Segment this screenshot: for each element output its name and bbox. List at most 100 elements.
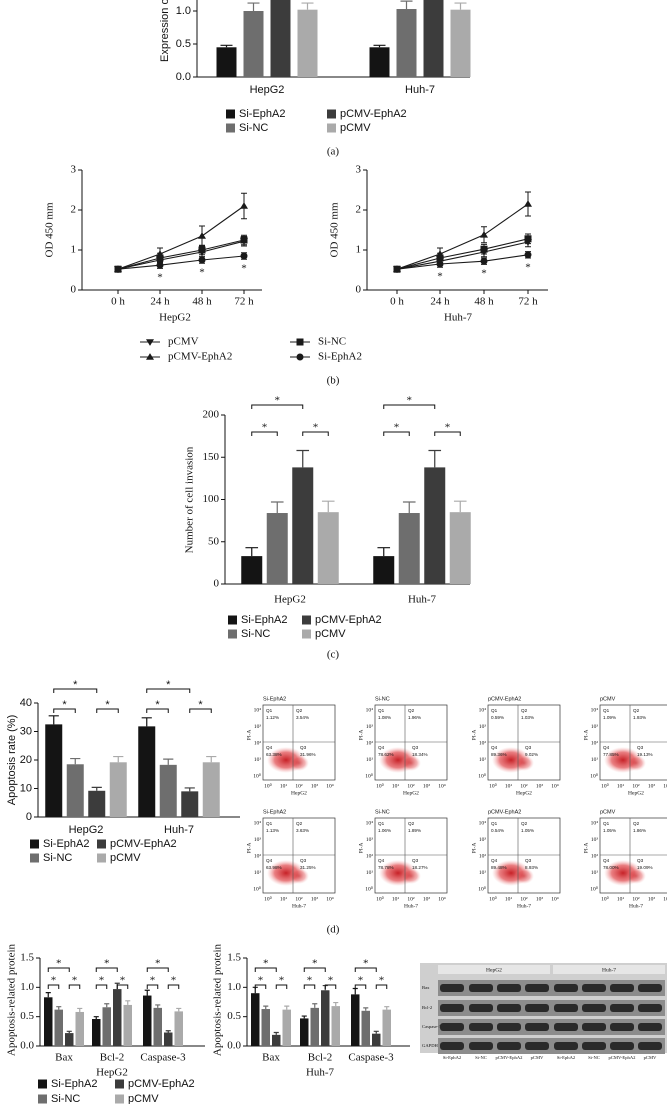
legend-label: Si-EphA2	[43, 838, 89, 850]
annotation: *	[241, 263, 247, 275]
bar	[241, 556, 263, 584]
significance-label: *	[150, 975, 156, 987]
bar	[202, 762, 220, 817]
bar	[123, 1004, 132, 1046]
x-tick-label: 10⁰	[601, 895, 610, 902]
legend-swatch	[302, 629, 311, 639]
bar	[92, 1019, 101, 1046]
quadrant-name: Q3	[300, 858, 307, 863]
significance-bracket	[303, 967, 326, 972]
blot-row-label: Bcl-2	[422, 1005, 433, 1010]
significance-bracket	[354, 984, 367, 989]
quadrant-percentage: 1.89%	[408, 828, 421, 833]
point	[480, 230, 488, 238]
blot-band	[638, 1004, 662, 1012]
blot-band	[497, 1004, 521, 1012]
legend-swatch	[38, 1094, 47, 1104]
error-bar	[125, 1000, 131, 1005]
y-tick-label: 10³	[366, 837, 374, 843]
quadrant-name: Q2	[633, 708, 640, 713]
bar	[45, 724, 63, 817]
bar	[282, 1009, 291, 1046]
x-tick-label: Bax	[55, 1052, 73, 1064]
x-tick-label: 10¹	[280, 896, 288, 902]
significance-bracket	[53, 708, 76, 713]
x-tick-label: Caspase-3	[348, 1052, 394, 1064]
blot-band	[554, 984, 578, 992]
y-tick-label: 10³	[591, 724, 599, 730]
y-tick-label: 0.5	[176, 38, 191, 50]
x-tick-label: 10²	[632, 896, 640, 902]
point	[240, 236, 248, 244]
y-tick-label: 1.0	[227, 981, 241, 993]
sample-name: pCMV-EphA2	[488, 809, 521, 815]
x-tick-label: 10²	[520, 896, 528, 902]
error-bar	[206, 755, 217, 763]
quadrant-name: Q3	[412, 745, 419, 750]
quadrant-percentage: 1.93%	[633, 715, 646, 720]
y-tick-label: 10¹	[366, 870, 374, 876]
significance-bracket	[303, 984, 316, 989]
quadrant-percentage: 3.63%	[296, 828, 309, 833]
y-tick-label: 1.5	[227, 952, 241, 964]
error-bar	[352, 987, 358, 995]
significance-label: *	[313, 422, 319, 434]
lane-label: Si-EphA2	[443, 1055, 462, 1060]
error-bar	[284, 1005, 290, 1010]
y-tick-label: 10³	[366, 724, 374, 730]
quadrant-name: Q3	[637, 745, 644, 750]
significance-label: *	[363, 958, 369, 970]
error-bar	[155, 1004, 161, 1008]
legend-swatch	[30, 839, 39, 849]
quadrant-percentage: 89.48%	[491, 865, 507, 870]
y-tick-label: 10¹	[366, 757, 374, 763]
quadrant-percentage: 1.86%	[633, 828, 646, 833]
y-axis-title: PI-A	[358, 730, 364, 741]
legend-marker	[146, 339, 154, 346]
x-axis-title: HepG2	[403, 790, 419, 796]
y-tick-label: 3	[356, 164, 362, 176]
legend-swatch	[226, 109, 235, 119]
cell-cloud	[289, 755, 309, 771]
y-tick-label: 0	[71, 284, 77, 296]
significance-label: *	[307, 975, 313, 987]
legend-marker	[296, 353, 304, 361]
significance-bracket	[96, 708, 119, 713]
error-bar	[163, 758, 174, 765]
x-tick-label: 10³	[536, 783, 544, 789]
significance-bracket	[146, 967, 169, 972]
y-tick-label: 10⁰	[365, 772, 374, 779]
bar	[109, 762, 127, 817]
error-bar	[454, 2, 467, 10]
significance-bracket	[167, 984, 180, 989]
error-bar	[373, 44, 386, 48]
lane-label: Si-EphA2	[557, 1055, 576, 1060]
point	[114, 265, 122, 273]
blot-header	[438, 965, 550, 974]
legend-label: pCMV	[110, 852, 141, 864]
error-bar	[247, 2, 260, 11]
significance-bracket	[53, 688, 98, 693]
line	[117, 255, 245, 270]
y-tick-label: 10³	[591, 837, 599, 843]
error-bar	[301, 1015, 307, 1019]
quadrant-name: Q1	[266, 821, 273, 826]
bar	[88, 790, 106, 817]
legend-swatch	[97, 853, 106, 863]
quadrant-percentage: 1.05%	[521, 828, 534, 833]
bar	[423, 0, 444, 77]
legend-swatch	[327, 123, 336, 133]
legend-label: Si-NC	[43, 852, 72, 864]
error-bar	[113, 755, 124, 763]
blot-band	[610, 1023, 634, 1031]
quadrant-percentage: 78.62%	[378, 752, 394, 757]
quadrant-percentage: 18.27%	[412, 865, 428, 870]
lane-label: pCMV-EphA2	[496, 1055, 524, 1060]
quadrant-name: Q4	[491, 745, 498, 750]
y-tick-label: 10²	[591, 740, 599, 746]
x-tick-label: 10²	[407, 896, 415, 902]
error-bar	[373, 1030, 379, 1034]
bar	[398, 513, 420, 584]
error-bar	[333, 1001, 339, 1007]
cell-cloud	[289, 868, 309, 884]
